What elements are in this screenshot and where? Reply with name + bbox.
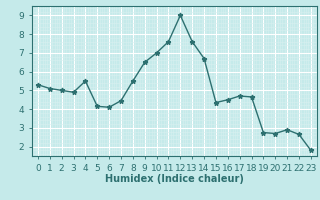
X-axis label: Humidex (Indice chaleur): Humidex (Indice chaleur) (105, 174, 244, 184)
